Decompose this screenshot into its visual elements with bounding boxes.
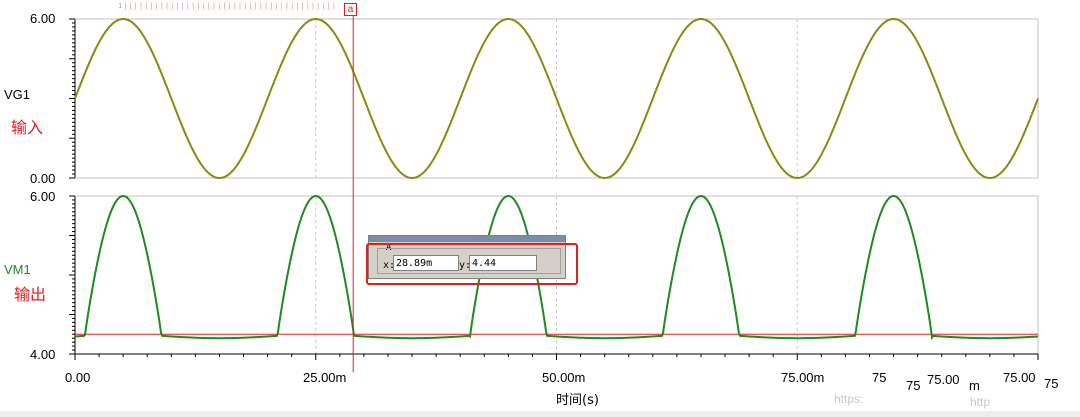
vm1-ytick-min: 4.00: [30, 347, 56, 362]
x-axis-label: 时间(s): [556, 393, 599, 408]
vg1-annotation: 输入: [11, 118, 44, 137]
y-field-label: y:: [459, 260, 472, 271]
cursor-a-marker[interactable]: a: [344, 3, 357, 16]
overlap-tick-label: 75: [872, 370, 887, 385]
x-tick-label: 75.00m: [781, 370, 825, 385]
x-tick-label: 25.00m: [303, 370, 347, 385]
watermark: http: [970, 395, 991, 409]
vg1-series-label: VG1: [4, 87, 31, 102]
highlight-box: [366, 243, 578, 285]
x-tick-label: 0.00: [65, 370, 91, 385]
vg1-ytick-max: 6.00: [30, 11, 56, 26]
x-tick-label: 50.00m: [542, 370, 586, 385]
x-value-field[interactable]: 28.89m: [393, 255, 459, 271]
y-value-field[interactable]: 4.44: [469, 255, 537, 271]
vg1-series-line: [74, 17, 1039, 180]
overlap-tick-label: 75: [1044, 376, 1059, 391]
cursor-group-frame: [377, 248, 561, 274]
overlap-tick-label: m: [969, 378, 980, 393]
bottom-toolbar: [0, 411, 1080, 417]
overlap-tick-label: 75: [906, 378, 921, 393]
watermark: https:: [834, 392, 864, 406]
panel-titlebar[interactable]: [369, 236, 565, 242]
vm1-series-line: [74, 194, 1039, 341]
x-field-label: x:: [383, 260, 396, 271]
x-axis: [74, 14, 1039, 372]
vm1-series-label: VM1: [4, 262, 31, 277]
vg1-panel: [69, 17, 1039, 180]
overlap-tick-label: 75.00: [927, 372, 960, 387]
vg1-ytick-min: 0.00: [30, 171, 56, 186]
cursor-readout-panel[interactable]: A x: 28.89m y: 4.44: [368, 235, 566, 279]
vm1-panel: [69, 194, 1039, 355]
ruler-ticks: 1|||||||||||||||||||||||||||||||||||||||…: [118, 2, 338, 10]
vm1-ytick-max: 6.00: [30, 189, 56, 204]
vm1-annotation: 输出: [14, 285, 47, 304]
overlap-tick-label: 75.00: [1003, 370, 1036, 385]
